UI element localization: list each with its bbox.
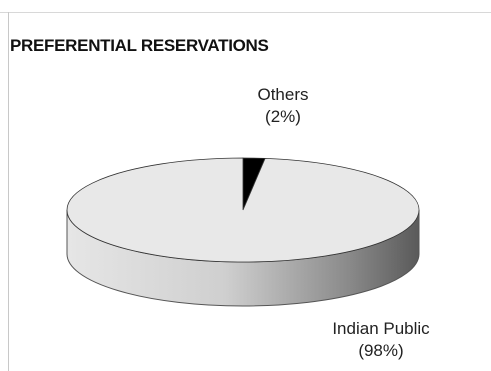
slice-label-indian-public-name: Indian Public xyxy=(332,319,430,338)
pie-slice-indian-public xyxy=(66,157,420,263)
chart-frame-left-border xyxy=(8,12,9,371)
slice-label-others: Others (2%) xyxy=(238,84,328,128)
slice-label-others-value: (2%) xyxy=(265,107,301,126)
slice-label-indian-public-value: (98%) xyxy=(358,341,404,360)
slice-label-indian-public: Indian Public (98%) xyxy=(316,318,446,362)
chart-title: PREFERENTIAL RESERVATIONS xyxy=(10,36,269,55)
slice-label-others-name: Others xyxy=(257,85,309,104)
chart-frame-top-border xyxy=(0,12,491,13)
